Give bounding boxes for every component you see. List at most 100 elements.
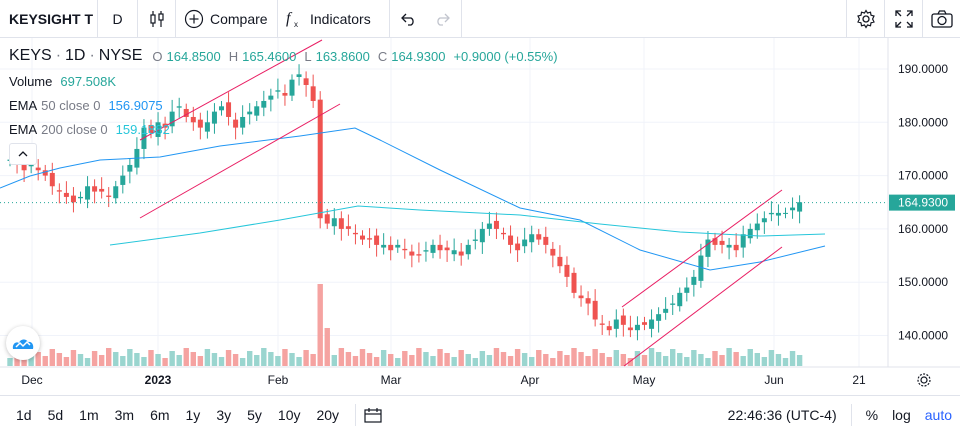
volume-bar [141, 357, 147, 366]
range-button-10y[interactable]: 10y [277, 406, 301, 423]
candle-body [374, 235, 380, 245]
range-button-5y[interactable]: 5y [247, 406, 262, 423]
redo-icon[interactable] [435, 12, 451, 26]
volume-bar [7, 358, 13, 366]
candle-body [352, 232, 358, 235]
candle-body [783, 212, 788, 214]
ema50-params: 50 close 0 [41, 97, 101, 113]
candle-body [430, 244, 436, 253]
volume-bar [409, 355, 415, 366]
candle-body [775, 212, 781, 216]
ema200-label: EMA [9, 121, 38, 137]
compare-button[interactable]: Compare [176, 0, 278, 38]
o-label: O [152, 48, 163, 64]
candle-body [599, 323, 605, 325]
logo-badge[interactable] [6, 326, 40, 360]
range-button-1y[interactable]: 1y [185, 406, 201, 423]
range-button-3y[interactable]: 3y [216, 406, 232, 423]
ohlc-row: KEYS · 1D · NYSE O 164.8500 H 165.4600 L 16… [9, 45, 558, 67]
candle-body [331, 218, 337, 227]
volume-bar [197, 356, 204, 366]
volume-bar [380, 350, 387, 366]
candle-body [395, 244, 401, 248]
collapse-legend-button[interactable] [9, 143, 37, 165]
price-chart[interactable]: 190.0000 180.0000 170.0000 160.0000 150.0000… [0, 38, 960, 395]
axis-settings-icon[interactable] [917, 373, 931, 387]
ema200-params: 200 close 0 [41, 121, 108, 137]
candle-body [627, 327, 633, 331]
price-tick: 150.0000 [898, 275, 948, 289]
volume-bar [232, 354, 239, 366]
log-toggle[interactable]: log [892, 406, 911, 423]
volume-bar [705, 358, 711, 366]
range-button-5d[interactable]: 5d [47, 406, 64, 423]
candle-body [705, 239, 711, 257]
volume-bar [634, 351, 641, 366]
clock[interactable]: 22:46:36 (UTC-4) [727, 406, 837, 423]
volume-bar [169, 351, 175, 366]
range-button-3m[interactable]: 3m [114, 406, 135, 423]
auto-toggle[interactable]: auto [924, 406, 952, 423]
volume-bar [677, 353, 683, 366]
channel-line [621, 189, 783, 308]
volume-bar [465, 354, 471, 366]
candle-body [35, 167, 41, 171]
volume-legend[interactable]: Volume 697.508K [9, 69, 558, 93]
volume-bar [395, 358, 401, 366]
ema200-legend[interactable]: EMA 200 close 0 159.1882 [9, 117, 558, 141]
legend-sep: · [89, 47, 95, 64]
candle-body [754, 223, 760, 231]
volume-bar [775, 354, 782, 366]
volume-bar [493, 348, 500, 366]
settings-button[interactable] [846, 0, 884, 38]
time-tick: 2023 [145, 373, 172, 387]
screenshot-button[interactable] [922, 0, 960, 38]
candle-body [211, 111, 217, 124]
fullscreen-button[interactable] [884, 0, 922, 38]
range-buttons: 1d 5d 1m 3m 6m 1y 3y 5y 10y 20y [8, 407, 347, 423]
candle-body [282, 92, 288, 96]
ema50-legend[interactable]: EMA 50 close 0 156.9075 [9, 93, 558, 117]
volume-bar [754, 353, 760, 366]
interval-button[interactable]: D [98, 0, 138, 38]
candle-body [508, 235, 514, 245]
symbol-search[interactable]: KEYSIGHT T [0, 0, 98, 38]
date-range-icon[interactable] [364, 407, 382, 423]
percent-toggle[interactable]: % [865, 406, 879, 423]
volume-bar [761, 357, 768, 366]
volume-bar [338, 348, 345, 366]
range-button-1m[interactable]: 1m [79, 406, 99, 423]
volume-bar [359, 349, 366, 366]
candle-body [402, 248, 408, 251]
candle-body [367, 238, 373, 240]
candle-body [493, 220, 499, 229]
candle-body [797, 202, 803, 212]
range-button-6m[interactable]: 6m [150, 406, 170, 423]
candle-body [571, 272, 577, 293]
volume-bar [712, 351, 718, 366]
volume-bar [557, 351, 563, 366]
time-tick: Apr [521, 373, 540, 387]
volume-bar [521, 353, 528, 366]
volume-bar [296, 357, 302, 366]
chart-type-button[interactable] [138, 0, 176, 38]
volume-bar [35, 352, 41, 366]
candle-body [388, 244, 394, 251]
candle-body [49, 172, 55, 187]
volume-bar [529, 357, 535, 366]
c-value: 164.9300 [391, 48, 446, 64]
candle-body [790, 207, 796, 211]
volume-bar [183, 348, 189, 366]
candle-body [486, 223, 492, 229]
undo-icon[interactable] [400, 12, 416, 26]
candle-body [42, 170, 48, 176]
divider [850, 403, 852, 426]
range-button-1d[interactable]: 1d [16, 406, 32, 423]
range-button-20y[interactable]: 20y [316, 406, 340, 423]
volume-bar [479, 351, 486, 366]
candle-body [451, 250, 457, 255]
candle-body [437, 244, 443, 251]
volume-bar [268, 352, 274, 366]
divider [355, 403, 357, 426]
